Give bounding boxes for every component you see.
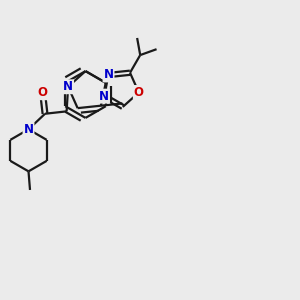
Text: N: N [63,80,73,93]
Text: O: O [38,86,48,99]
Text: N: N [99,90,109,103]
Text: N: N [103,68,113,82]
Text: N: N [23,123,34,136]
Text: O: O [134,86,144,99]
